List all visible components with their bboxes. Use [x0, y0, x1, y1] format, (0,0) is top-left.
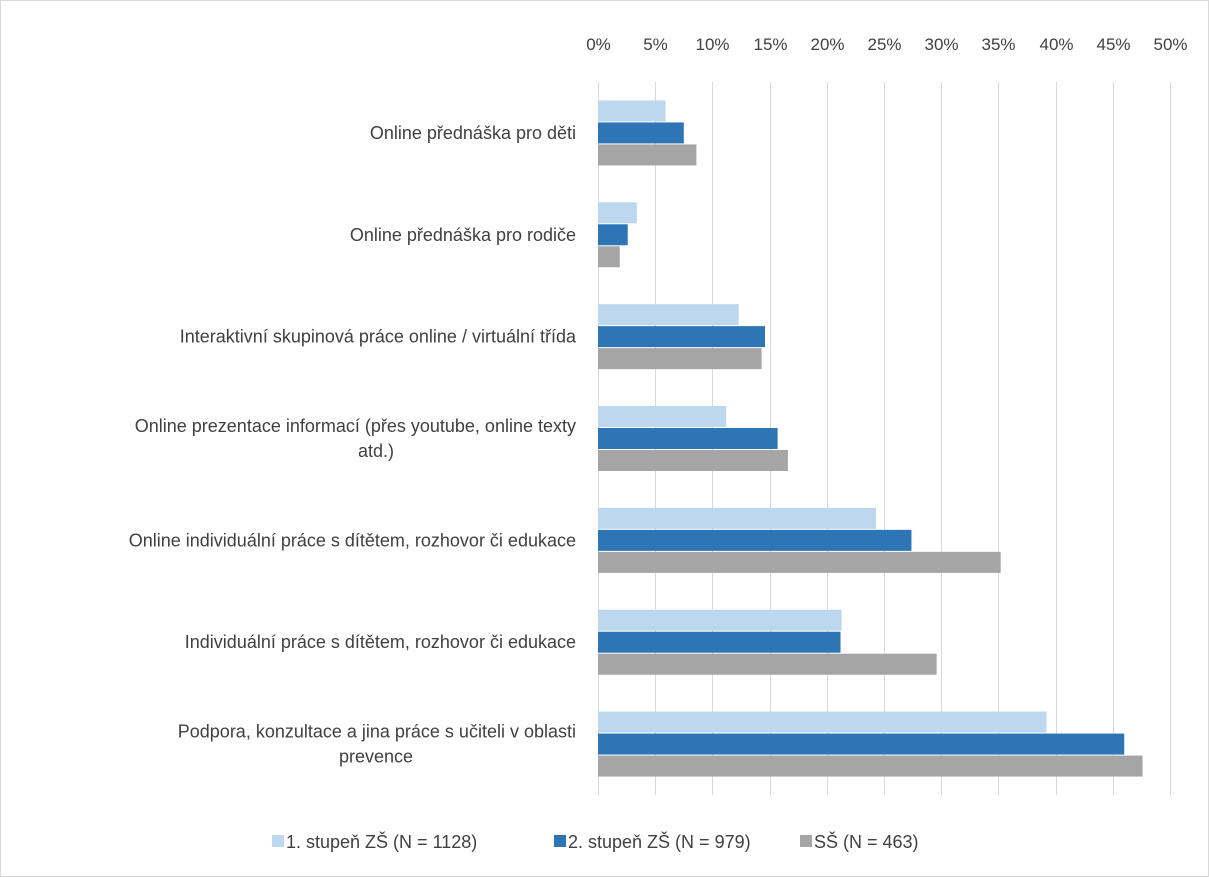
category-label: Podpora, konzultace a jina práce s učite…	[178, 722, 576, 767]
bar	[598, 144, 697, 166]
bar	[598, 224, 628, 246]
bar	[598, 507, 876, 529]
bar	[598, 348, 762, 370]
x-tick-label: 0%	[586, 35, 611, 54]
legend-label: 2. stupeň ZŠ (N = 979)	[568, 831, 751, 852]
x-tick-label: 40%	[1039, 35, 1073, 54]
legend-label: 1. stupeň ZŠ (N = 1128)	[286, 831, 477, 852]
bar	[598, 631, 841, 653]
bar	[598, 551, 1001, 573]
category-label: Online přednáška pro rodiče	[350, 225, 576, 245]
legend-label: SŠ (N = 463)	[814, 831, 919, 852]
category-label: Online individuální práce s dítětem, roz…	[129, 530, 576, 550]
category-labels: Online přednáška pro děti Online přednášk…	[129, 123, 577, 767]
bar	[598, 406, 727, 427]
x-tick-label: 20%	[810, 35, 844, 54]
bar	[598, 304, 739, 326]
bars	[598, 100, 1143, 777]
x-tick-label: 25%	[867, 35, 901, 54]
bar	[598, 529, 912, 551]
legend-swatch	[272, 835, 284, 847]
category-label: Individuální práce s dítětem, rozhovor č…	[185, 632, 576, 652]
x-tick-label: 15%	[753, 35, 787, 54]
x-tick-label: 50%	[1153, 35, 1187, 54]
x-axis-ticks: 0% 5% 10% 15% 20% 25% 30% 35% 40% 45% 50%	[586, 35, 1187, 54]
bar	[598, 326, 766, 348]
bar	[598, 733, 1125, 755]
x-tick-label: 5%	[643, 35, 668, 54]
x-tick-label: 35%	[981, 35, 1015, 54]
bar	[598, 122, 684, 144]
legend: 1. stupeň ZŠ (N = 1128) 2. stupeň ZŠ (N =…	[272, 831, 919, 852]
bar	[598, 711, 1047, 733]
bar	[598, 246, 620, 268]
legend-swatch	[554, 835, 566, 847]
bar	[598, 202, 637, 224]
legend-swatch	[800, 835, 812, 847]
x-tick-label: 10%	[695, 35, 729, 54]
bar	[598, 609, 842, 631]
x-tick-label: 30%	[924, 35, 958, 54]
bar	[598, 450, 788, 471]
bar	[598, 428, 778, 449]
category-label: Online přednáška pro děti	[370, 123, 576, 143]
bar	[598, 100, 666, 122]
x-tick-label: 45%	[1096, 35, 1130, 54]
bar	[598, 755, 1143, 777]
category-label: Interaktivní skupinová práce online / vi…	[180, 327, 577, 347]
bar	[598, 653, 937, 675]
gridlines	[598, 82, 1171, 795]
category-label: Online prezentace informací (přes youtub…	[135, 416, 576, 461]
